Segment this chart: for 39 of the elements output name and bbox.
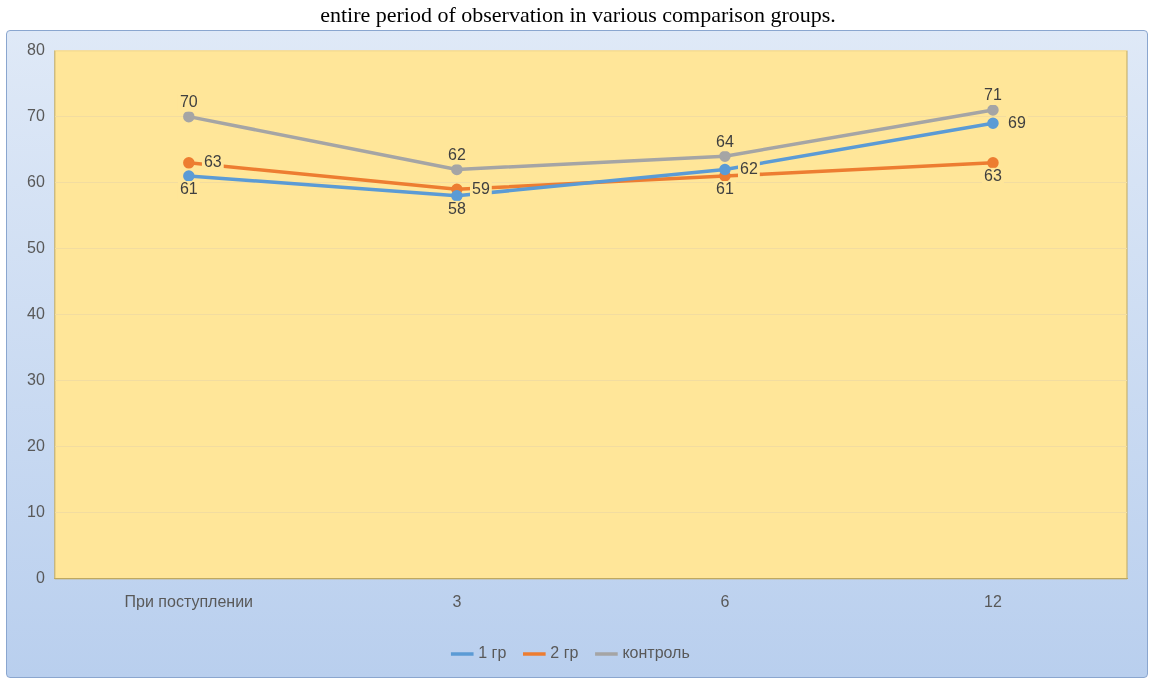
y-tick-label: 50 xyxy=(27,239,45,257)
y-tick-label: 80 xyxy=(27,41,45,59)
data-label: 69 xyxy=(1008,113,1026,131)
y-tick-label: 20 xyxy=(27,437,45,455)
y-tick-label: 60 xyxy=(27,173,45,191)
data-label: 61 xyxy=(179,180,198,198)
y-tick-label: 70 xyxy=(27,107,45,125)
data-label: 62 xyxy=(740,159,758,177)
data-label: 63 xyxy=(203,153,222,171)
point xyxy=(719,150,731,162)
point xyxy=(987,117,999,129)
data-label: 71 xyxy=(984,86,1002,104)
data-label: 62 xyxy=(447,145,466,163)
point xyxy=(451,190,463,202)
data-label: 61 xyxy=(716,180,734,198)
data-label: 58 xyxy=(447,200,466,218)
data-label: 63 xyxy=(984,167,1002,185)
chart-title: entire period of observation in various comparison groups. xyxy=(319,1,837,29)
legend-label: контроль xyxy=(622,644,690,662)
data-label: 70 xyxy=(179,93,198,111)
point xyxy=(987,104,999,116)
x-tick-label: 12 xyxy=(984,592,1002,610)
legend-label: 1 гр xyxy=(478,644,507,662)
point xyxy=(183,157,195,169)
x-tick-label: 6 xyxy=(720,592,730,610)
x-tick-label: 3 xyxy=(452,592,462,610)
x-tick-label: При поступлении xyxy=(124,592,254,610)
y-tick-label: 40 xyxy=(27,305,45,323)
point xyxy=(183,110,195,123)
point xyxy=(451,163,463,176)
data-label: 59 xyxy=(471,179,490,197)
y-tick-label: 0 xyxy=(35,569,45,587)
point xyxy=(987,157,999,169)
point xyxy=(183,170,195,182)
point xyxy=(719,163,731,176)
y-tick-label: 10 xyxy=(27,503,45,521)
legend-label: 2 гр xyxy=(550,644,579,662)
y-tick-label: 30 xyxy=(27,371,45,389)
data-label: 64 xyxy=(716,132,734,150)
